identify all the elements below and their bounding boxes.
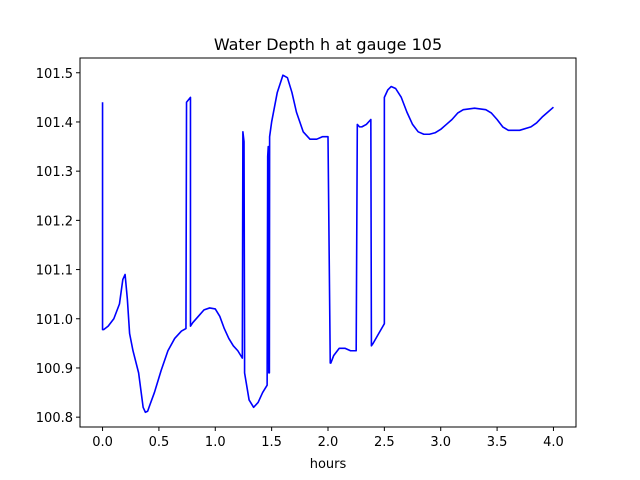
y-tick-label: 101.4 xyxy=(36,116,73,131)
chart-title: Water Depth h at gauge 105 xyxy=(214,35,442,54)
x-tick-label: 0.5 xyxy=(149,435,170,450)
y-tick-label: 101.2 xyxy=(36,214,73,229)
x-tick-label: 3.0 xyxy=(430,435,451,450)
y-tick-label: 101.3 xyxy=(36,165,73,180)
x-tick-label: 2.5 xyxy=(374,435,395,450)
y-axis-ticks: 100.8 100.9 101.0 101.1 101.2 101.3 101.4 101.5 xyxy=(36,67,80,426)
plot-frame xyxy=(79,57,577,428)
x-tick-label: 1.5 xyxy=(261,435,282,450)
x-tick-label: 4.0 xyxy=(543,435,564,450)
x-axis-label: hours xyxy=(310,457,347,472)
y-tick-label: 101.0 xyxy=(36,313,73,328)
x-tick-label: 2.0 xyxy=(318,435,339,450)
plot-area xyxy=(101,74,554,414)
y-tick-label: 101.5 xyxy=(36,67,73,82)
y-tick-label: 100.9 xyxy=(36,362,73,377)
y-tick-label: 100.8 xyxy=(36,411,73,426)
series-line-0 xyxy=(101,74,554,414)
x-tick-label: 0.0 xyxy=(92,435,113,450)
x-tick-label: 1.0 xyxy=(205,435,226,450)
x-tick-label: 3.5 xyxy=(487,435,508,450)
x-axis-ticks: 0.0 0.5 1.0 1.5 2.0 2.5 3.0 3.5 4.0 xyxy=(92,427,564,450)
y-tick-label: 101.1 xyxy=(36,264,73,279)
